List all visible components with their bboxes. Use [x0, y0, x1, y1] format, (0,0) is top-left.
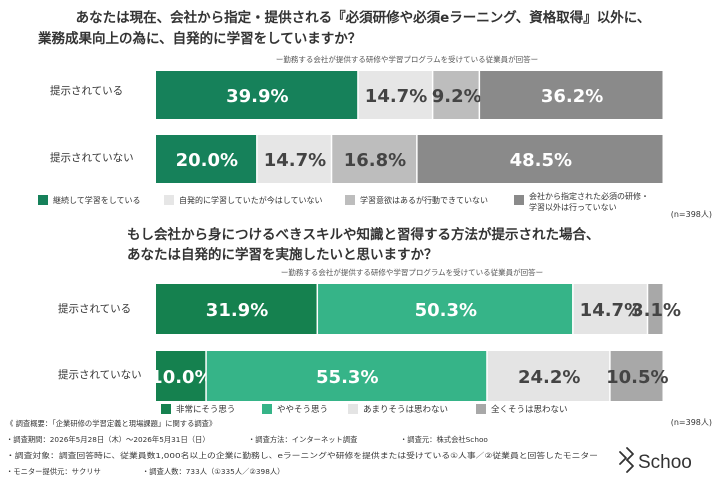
chart2-bars: 31.9% 50.3% 14.7%3.1% 10.0% 55.3% 24.2% 10.5%: [150, 284, 681, 401]
chart2-bar-r1-s3: [610, 351, 663, 401]
chart1-title-line2: 業務成果向上の為に、自発的に学習をしていますか？: [37, 30, 361, 47]
chart1-row-label-0: 提示されている: [50, 85, 123, 97]
chart2-sample-note: (n=398人): [671, 418, 712, 427]
chart1-legend-label-0: 継続して学習をしている: [53, 195, 141, 205]
chart1-legend-label-3-line1: 学習以外は行っていない: [529, 202, 617, 212]
footer-method: ・調査方法：インターネット調査: [248, 435, 358, 444]
chart2-legend-swatch-2: [348, 404, 358, 414]
chart2-bar-r1-s2: [487, 351, 610, 401]
chart2-bar-r0-s1: [318, 284, 573, 334]
chart2-legend-swatch-1: [262, 404, 272, 414]
chart1-legend: 継続して学習をしている 自発的に学習していたが今はしていない 学習意欲はあるが行動で…: [38, 191, 649, 212]
chart2-row-label-1: 提示されていない: [58, 369, 142, 381]
chart1-legend-label-3-line0: 会社から指定された必須の研修・: [529, 191, 649, 201]
chart1-value-label-r1-s3: 48.5%: [510, 150, 572, 171]
chart1-bar-r1-s0: [156, 135, 257, 183]
chart1-value-label-r0-s1: 14.7%: [365, 86, 427, 107]
chart2-legend-label-3: 全くそうは思わない: [491, 404, 568, 415]
chart2-value-label-r0-s1: 50.3%: [415, 300, 477, 321]
chart1-bar-r0-s3: [480, 71, 663, 119]
footer-period: ・調査期間：2026年5月28日（木）～2026年5月31日（日）: [6, 435, 210, 444]
chart2-row-label-0: 提示されている: [58, 303, 131, 315]
chart1-bar-r1-s3: [417, 135, 663, 183]
chart1-value-label-r0-s0: 39.9%: [226, 86, 288, 107]
chart1-value-label-r1-s2: 16.8%: [344, 150, 406, 171]
chart1-value-label-r1-s1: 14.7%: [264, 150, 326, 171]
chart2-legend-label-0: 非常にそう思う: [176, 404, 235, 415]
schoo-logo: Schoo: [619, 447, 692, 473]
footer-respondents: ・調査人数：733人（①335人／②398人）: [142, 467, 284, 476]
chart2-value-label-r1-s2: 24.2%: [518, 367, 580, 388]
chart1-legend-label-2: 学習意欲はあるが行動できていない: [360, 195, 488, 205]
chart2-legend-label-1: ややそう思う: [277, 405, 328, 415]
chart2-value-label-r0-s2: 14.7%: [580, 300, 642, 321]
chart2-title-line2: あなたは自発的に学習を実施したいと思いますか？: [127, 246, 438, 263]
chart1-sample-note: (n=398人): [671, 210, 712, 219]
chart1-value-label-r0-s2: 9.2%: [432, 86, 482, 107]
survey-footer: 《 調査概要：「企業研修の学習定義と現場課題」に関する調査》 ・調査期間：202…: [6, 419, 598, 476]
chart1-bars: 39.9% 14.7% 9.2% 36.2%20.0% 14.7% 16.8% 48.5%: [156, 71, 663, 183]
chart2-subtitle: ー勤務する会社が提供する研修や学習プログラムを受けている従業員が回答ー: [281, 267, 543, 277]
chart2-value-label-r1-s1: 55.3%: [316, 367, 378, 388]
chart1-row-label-1: 提示されていない: [50, 152, 134, 164]
chart1-legend-swatch-2: [345, 195, 355, 205]
chart1-bar-r0-s0: [156, 71, 358, 119]
chart1-legend-swatch-1: [164, 195, 174, 205]
chart2-legend-label-2: あまりそうは思わない: [363, 405, 448, 415]
footer-monitor: ・モニター提供元：サクリサ: [6, 467, 101, 476]
chart2-value-label-r0-s0: 31.9%: [206, 300, 268, 321]
chart2-legend: 非常にそう思う ややそう思う あまりそうは思わない 全くそうは思わない: [161, 404, 568, 415]
chart1-bar-r1-s1: [257, 135, 331, 183]
chart1-bar-r0-s2: [433, 71, 479, 119]
chart2-bar-r0-s0: [156, 284, 317, 334]
chart2-value-label-r1-s0: 10.0%: [150, 367, 212, 388]
chart2-value-label-r0-s3: 3.1%: [631, 300, 681, 321]
chart1-legend-swatch-3: [514, 195, 524, 205]
chart2-legend-swatch-0: [161, 404, 171, 414]
footer-organizer: ・調査元：株式会社Schoo: [400, 435, 488, 444]
chart2-legend-swatch-3: [476, 404, 486, 414]
chart2-title-line1: もし会社から身につけるべきスキルや知識と習得する方法が提示された場合、: [127, 226, 600, 243]
chart2-bar-r1-s1: [206, 351, 487, 401]
chart1-subtitle: ー勤務する会社が提供する研修や学習プログラムを受けている従業員が回答ー: [276, 54, 538, 64]
chart1-bar-r0-s1: [358, 71, 432, 119]
chart1-legend-label-1: 自発的に学習していたが今はしていない: [179, 195, 323, 205]
footer-target: ・調査対象：調査回答時に、従業員数1,000名以上の企業に勤務し、eラーニングや…: [6, 451, 598, 460]
chart1-value-label-r1-s0: 20.0%: [176, 150, 238, 171]
chart1-title-line1: あなたは現在、会社から指定・提供される『必須研修や必須eラーニング、資格取得』以…: [76, 9, 651, 26]
chart2-bar-r1-s0: [156, 351, 206, 401]
chart1-value-label-r0-s3: 36.2%: [541, 86, 603, 107]
chart2-bar-r0-s3: [648, 284, 663, 334]
footer-survey-title: 《 調査概要：「企業研修の学習定義と現場課題」に関する調査》: [6, 419, 216, 428]
chart1-legend-swatch-0: [38, 195, 48, 205]
schoo-logo-mark-icon: [619, 447, 634, 473]
chart2-bar-r0-s2: [573, 284, 647, 334]
schoo-logo-text: Schoo: [638, 452, 692, 473]
chart2-value-label-r1-s3: 10.5%: [606, 367, 668, 388]
chart1-bar-r1-s2: [332, 135, 417, 183]
